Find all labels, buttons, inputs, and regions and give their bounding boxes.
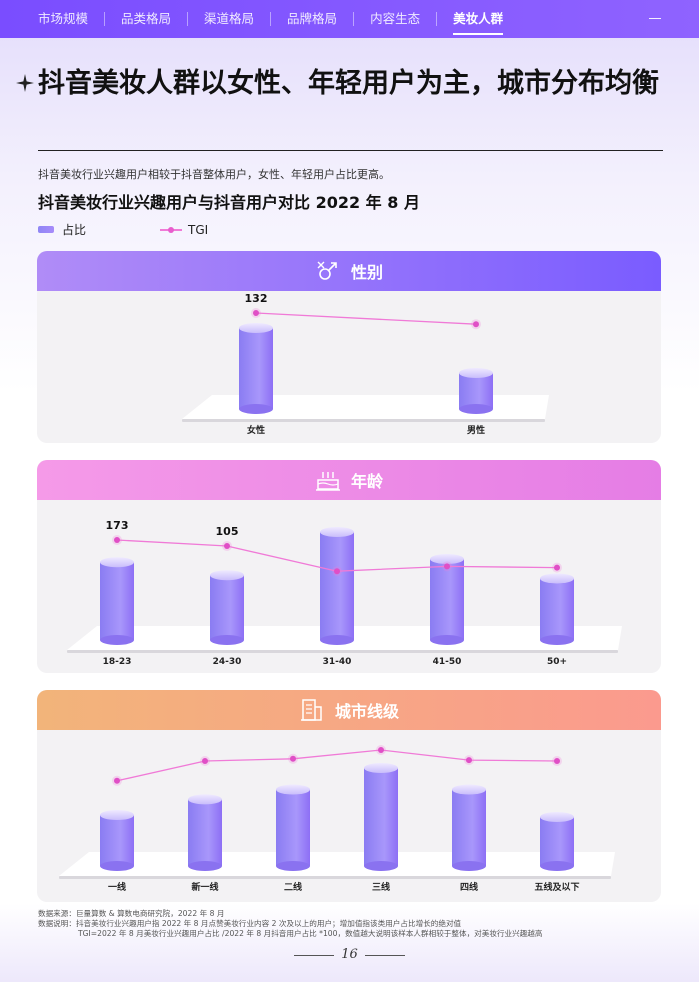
bar-二线 [276,784,310,871]
tgi-line [116,749,558,782]
city-tier-panel-title: 城市线级 [334,702,399,721]
chart-platform-shadow [67,650,618,653]
tgi-point-18-23 [114,537,120,543]
bar-31-40 [320,527,354,645]
category-label-二线: 二线 [284,881,302,893]
bar-18-23 [100,557,134,645]
nav-tab-brand[interactable]: 品牌格局 [287,11,338,26]
nav-separator [436,12,438,26]
footnote: 数据来源：巨量算数 & 算数电商研究院，2022 年 8 月 数据说明：抖音美妆… [38,909,543,939]
category-label-五线及以下: 五线及以下 [534,881,579,893]
nav-separator [270,12,272,26]
chart-platform-shadow [59,876,611,879]
age-panel: 年龄 173 105 18-23 24-30 31-40 41-50 50+ [37,460,661,673]
footnote-note: 数据说明：抖音美妆行业兴趣用户指 2022 年 8 月点赞美妆行业内容 2 次及… [38,919,462,928]
category-label-四线: 四线 [460,881,478,893]
page-number-line-left [294,955,334,956]
gender-panel-title: 性别 [350,263,383,282]
tgi-point-三线 [378,747,384,753]
nav-separator [104,12,106,26]
legend-line-swatch [160,226,183,233]
age-chart: 173 105 18-23 24-30 31-40 41-50 50+ [67,519,622,667]
category-label-新一线: 新一线 [191,881,218,893]
category-label-31-40: 31-40 [323,657,352,667]
city-tier-panel: 城市线级 一线 新一线 二线 三线 四线 五线及以下 [37,690,661,902]
tgi-point-31-40 [334,568,340,575]
bar-女性 [239,323,273,414]
nav-separator [187,12,189,26]
tgi-line [255,312,477,325]
nav-tab-content[interactable]: 内容生态 [370,11,421,26]
nav-separator [353,12,355,26]
page-number: 16 [341,947,358,962]
category-label-41-50: 41-50 [433,657,462,667]
bar-新一线 [188,794,222,871]
city-tier-panel-header: 城市线级 [37,690,661,730]
nav-tab-market-size[interactable]: 市场规模 [38,11,89,26]
city-tier-chart: 一线 新一线 二线 三线 四线 五线及以下 [59,745,615,893]
menu-dash-icon[interactable] [649,18,661,19]
tgi-point-41-50 [444,563,450,570]
gender-panel: 性别 132 女性 男性 [37,251,661,443]
top-nav: 市场规模 品类格局 渠道格局 品牌格局 内容生态 美妆人群 [0,0,699,38]
page-headline: 抖音美妆人群以女性、年轻用户为主，城市分布均衡 [38,68,659,99]
chart-platform-shadow [182,419,545,422]
tgi-label-24-30: 105 [216,525,239,538]
category-label-一线: 一线 [108,881,126,893]
tgi-point-50+ [554,564,560,571]
footnote-source: 数据来源：巨量算数 & 算数电商研究院，2022 年 8 月 [38,909,225,918]
bar-50+ [540,573,574,645]
bar-男性 [459,368,493,414]
headline-divider [38,150,663,151]
tgi-point-女性 [253,310,259,316]
tgi-point-新一线 [202,758,208,764]
legend-bar-label: 占比 [62,223,87,237]
bar-三线 [364,763,398,871]
tgi-point-五线及以下 [554,758,560,764]
tgi-point-一线 [114,777,120,784]
tgi-label-女性: 132 [245,292,268,305]
category-label-50+: 50+ [547,657,567,667]
nav-tab-channel[interactable]: 渠道格局 [204,11,255,26]
category-label-24-30: 24-30 [213,657,242,667]
tgi-point-24-30 [224,543,230,549]
bar-24-30 [210,570,244,645]
age-panel-title: 年龄 [350,472,383,491]
bar-五线及以下 [540,812,574,871]
tgi-point-男性 [473,321,479,328]
tgi-point-四线 [466,757,472,764]
chart-platform [182,395,549,419]
cake-icon [315,472,340,491]
nav-tab-category[interactable]: 品类格局 [121,11,172,26]
category-label-三线: 三线 [372,881,390,893]
legend-bar-swatch [38,226,54,233]
gender-chart: 132 女性 男性 [182,292,549,436]
category-label-男性: 男性 [467,424,485,436]
gender-icon [317,261,337,280]
category-label-女性: 女性 [247,424,265,436]
page-number-line-right [365,955,405,956]
bar-一线 [100,810,134,871]
page-description: 抖音美妆行业兴趣用户相较于抖音整体用户，女性、年轻用户占比更高。 [38,168,390,181]
tgi-label-18-23: 173 [106,519,129,532]
gender-panel-header: 性别 [37,251,661,291]
chart-subtitle: 抖音美妆行业兴趣用户与抖音用户对比 2022 年 8 月 [38,193,420,212]
category-label-18-23: 18-23 [103,657,132,667]
sparkle-icon [16,74,34,92]
nav-tab-beauty-audience[interactable]: 美妆人群 [443,0,513,38]
footnote-tgi-note: TGI=2022 年 8 月美妆行业兴趣用户占比 /2022 年 8 月抖音用户… [78,929,543,938]
chart-platform [59,852,615,876]
age-panel-header: 年龄 [37,460,661,500]
bar-41-50 [430,554,464,645]
bar-四线 [452,784,486,871]
tgi-point-二线 [290,755,296,762]
building-icon [300,699,322,721]
legend-line-label: TGI [188,222,209,237]
chart-legend: 占比 TGI [38,221,208,238]
